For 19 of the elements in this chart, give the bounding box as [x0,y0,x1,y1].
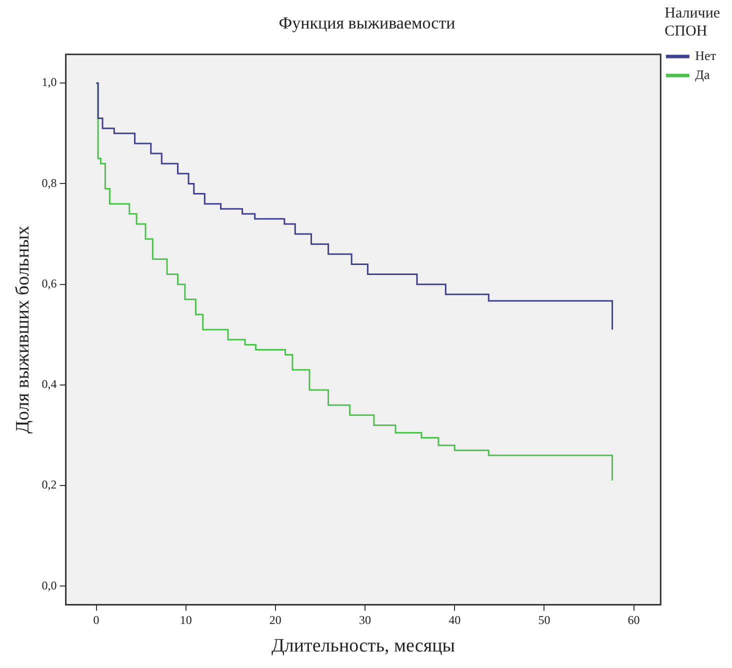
y-tick-label: 1,0 [42,75,57,90]
y-tick-label: 0,8 [42,176,57,190]
chart-title: Функция выживаемости [278,14,456,33]
legend-title: Наличие СПОН [664,5,720,40]
x-tick-label: 40 [448,613,461,628]
x-tick-label: 0 [93,613,100,628]
y-tick-label: 0,6 [42,276,57,290]
legend-label: Да [695,66,710,82]
legend-label: Нет [695,48,716,63]
x-axis-title: Длительность, месяцы [271,636,456,657]
x-tick-label: 10 [180,613,192,628]
y-tick-label: 0,0 [42,578,57,592]
x-tick-label: 30 [359,613,372,628]
y-tick-label: 0,2 [42,478,57,492]
y-axis-title: Доля выживших больных [12,225,34,434]
x-tick-label: 20 [269,613,282,628]
y-tick-label: 0,4 [42,377,57,392]
x-tick-label: 60 [628,613,640,628]
x-tick-label: 50 [538,613,550,628]
